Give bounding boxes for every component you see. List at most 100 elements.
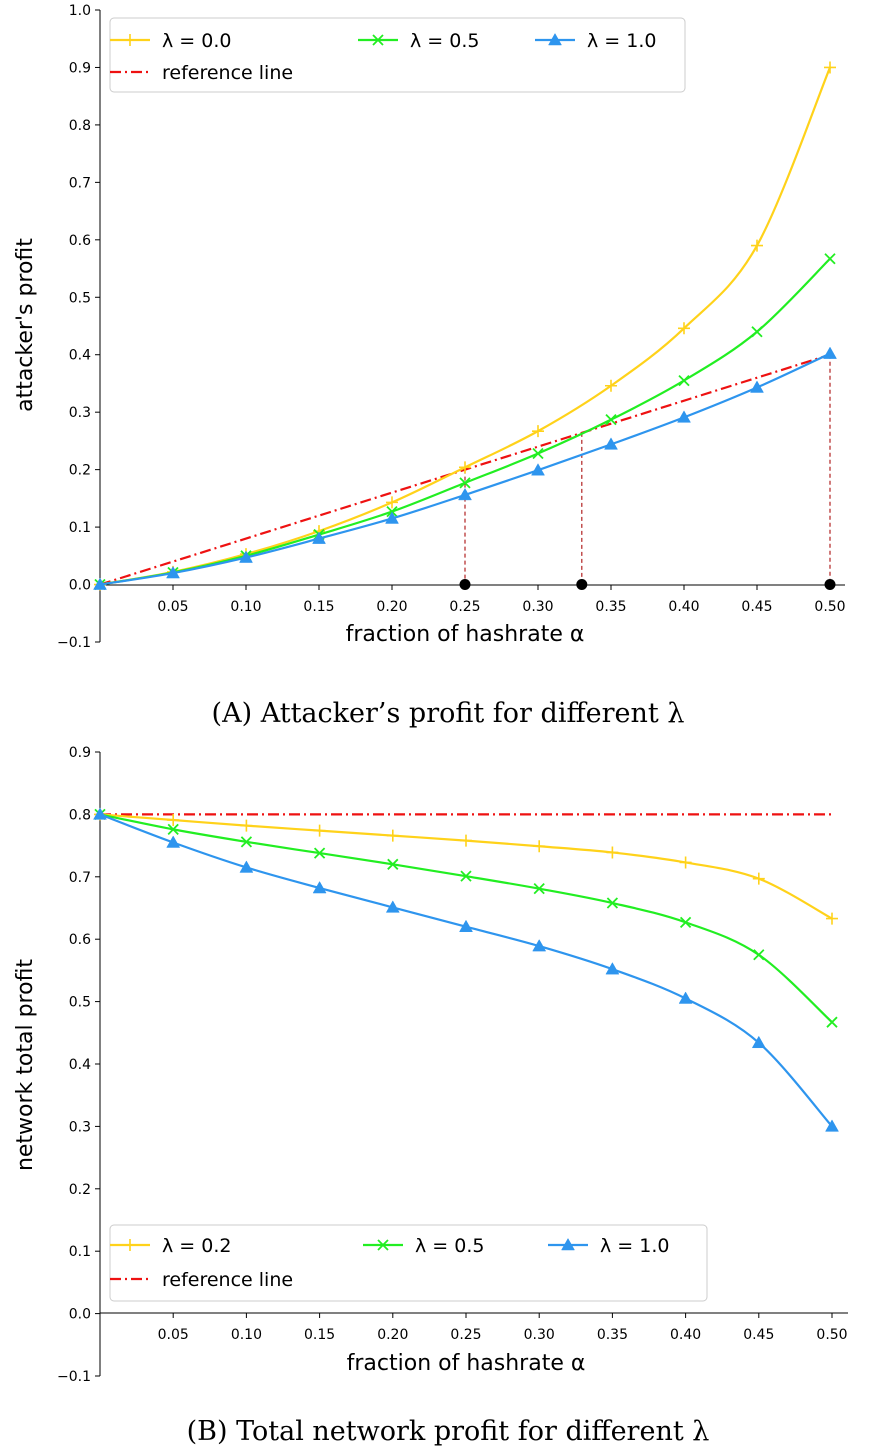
series-0.0-point — [678, 322, 690, 335]
y-tick-label: 0.2 — [69, 1182, 91, 1198]
series-0.2-line — [99, 813, 833, 920]
series-1.0-point — [239, 550, 253, 563]
x-tick-label: 0.25 — [450, 1327, 481, 1343]
x-axis-label: fraction of hashrate α — [347, 1351, 586, 1376]
x-tick-label: 0.40 — [668, 599, 699, 615]
series-1.0-point — [532, 939, 547, 952]
x-tick-label: 0.45 — [743, 1327, 774, 1343]
legend-entry: λ = 0.0 — [162, 30, 231, 52]
y-tick-label: 0.8 — [69, 807, 91, 823]
figure-caption: (B) Total network profit for different λ — [187, 1416, 710, 1447]
y-tick-label: 0.5 — [69, 290, 91, 306]
y-tick-label: −0.1 — [57, 635, 91, 651]
legend-entry: λ = 0.5 — [415, 1235, 484, 1257]
y-tick-label: 0.9 — [69, 745, 91, 761]
y-tick-label: 0.3 — [69, 405, 91, 421]
series-1.0-point — [678, 991, 693, 1004]
series-0.5-point — [826, 1016, 838, 1028]
y-axis-label: network total profit — [13, 959, 38, 1171]
series-1.0-point — [166, 835, 181, 848]
crossing-point — [576, 579, 588, 591]
y-axis-label: attacker's profit — [13, 238, 38, 412]
series-1.0-point — [239, 860, 254, 873]
crossing-point — [824, 579, 836, 591]
legend-entry: reference line — [162, 1269, 293, 1291]
legend-marker — [124, 34, 136, 46]
series-0.2-point — [313, 824, 326, 837]
series-0.2-point — [167, 814, 180, 827]
x-tick-label: 0.45 — [741, 599, 772, 615]
legend-entry: λ = 0.5 — [410, 30, 479, 52]
series-1.0-point — [385, 900, 400, 913]
series-0.0-point — [459, 461, 471, 474]
x-tick-label: 0.35 — [597, 1327, 628, 1343]
legend-marker — [372, 34, 384, 46]
chart-a: −0.1 0.0 0.1 0.2 0.3 0.4 0.5 0.6 0.7 0.8 0.9 1.0 0.0… — [13, 3, 846, 729]
series-0.5-point — [459, 477, 471, 489]
series-1.0-point — [531, 463, 545, 476]
x-tick-label: 0.05 — [158, 1327, 189, 1343]
series-0.2-point — [386, 829, 399, 842]
series-0.5-point — [460, 870, 472, 882]
series-0.5-point — [606, 897, 619, 909]
x-tick-label: 0.40 — [670, 1327, 701, 1343]
series-0.5-point — [167, 823, 179, 836]
series-0.2-point — [679, 856, 692, 869]
series-1.0-point — [823, 346, 837, 359]
y-tick-label: 0.9 — [69, 60, 91, 76]
y-tick-label: 0.2 — [69, 463, 91, 479]
series-0.0-point — [605, 379, 617, 392]
series-0.5-point — [533, 883, 545, 895]
x-tick-label: 0.35 — [595, 599, 626, 615]
y-tick-label: 0.8 — [69, 118, 91, 134]
legend-entry: λ = 1.0 — [587, 30, 656, 52]
x-tick-label: 0.20 — [377, 1327, 408, 1343]
legend-marker — [548, 32, 562, 46]
series-1.0-point — [604, 437, 618, 450]
series-0.5-point — [679, 916, 692, 928]
y-tick-label: 0.3 — [69, 1119, 91, 1135]
series-0.5-point — [313, 847, 326, 859]
x-tick-label: 0.50 — [816, 1327, 847, 1343]
x-tick-label: 0.05 — [157, 599, 188, 615]
y-tick-label: 0.7 — [69, 175, 91, 191]
series-1.0-point — [458, 487, 472, 501]
series-0.5-line — [99, 258, 831, 586]
x-tick-label: 0.10 — [231, 1327, 262, 1343]
series-1.0-point — [312, 881, 327, 894]
series-1.0-point — [312, 531, 326, 544]
series-0.5-point — [751, 326, 763, 338]
y-tick-label: −0.1 — [57, 1369, 91, 1385]
crossing-point — [459, 579, 471, 591]
x-tick-label: 0.20 — [376, 599, 407, 615]
series-0.5-point — [753, 949, 765, 961]
legend-box — [109, 17, 686, 93]
series-0.5-point — [532, 447, 544, 460]
x-tick-label: 0.50 — [814, 599, 845, 615]
y-tick-label: 0.6 — [69, 932, 91, 948]
series-1.0-point — [677, 410, 691, 423]
series-0.0-point — [386, 496, 398, 509]
series-1.0-point — [385, 511, 399, 524]
chart-b: −0.1 0.0 0.1 0.2 0.3 0.4 0.5 0.6 0.7 0.8 0.9 0.05 0.… — [13, 745, 848, 1447]
x-tick-label: 0.15 — [304, 1327, 335, 1343]
series-0.2-point — [240, 819, 253, 832]
series-1.0-point — [605, 962, 620, 975]
x-axis-label: fraction of hashrate α — [346, 622, 585, 647]
y-tick-label: 0.4 — [69, 348, 91, 364]
x-tick-label: 0.30 — [522, 599, 553, 615]
legend-entry: λ = 1.0 — [600, 1235, 669, 1257]
legend-entry: reference line — [162, 62, 293, 84]
y-tick-label: 0.0 — [69, 1307, 91, 1323]
series-1.0-point — [93, 807, 107, 820]
series-1.0-point — [459, 919, 473, 932]
x-tick-label: 0.25 — [449, 599, 480, 615]
y-tick-label: 0.6 — [69, 233, 91, 249]
series-0.0-point — [532, 425, 544, 438]
series-0.5-point — [240, 836, 253, 848]
y-tick-label: 0.0 — [69, 578, 91, 594]
series-0.2-point — [752, 872, 765, 885]
series-0.0-point — [824, 61, 836, 74]
series-0.2-point — [460, 834, 472, 847]
